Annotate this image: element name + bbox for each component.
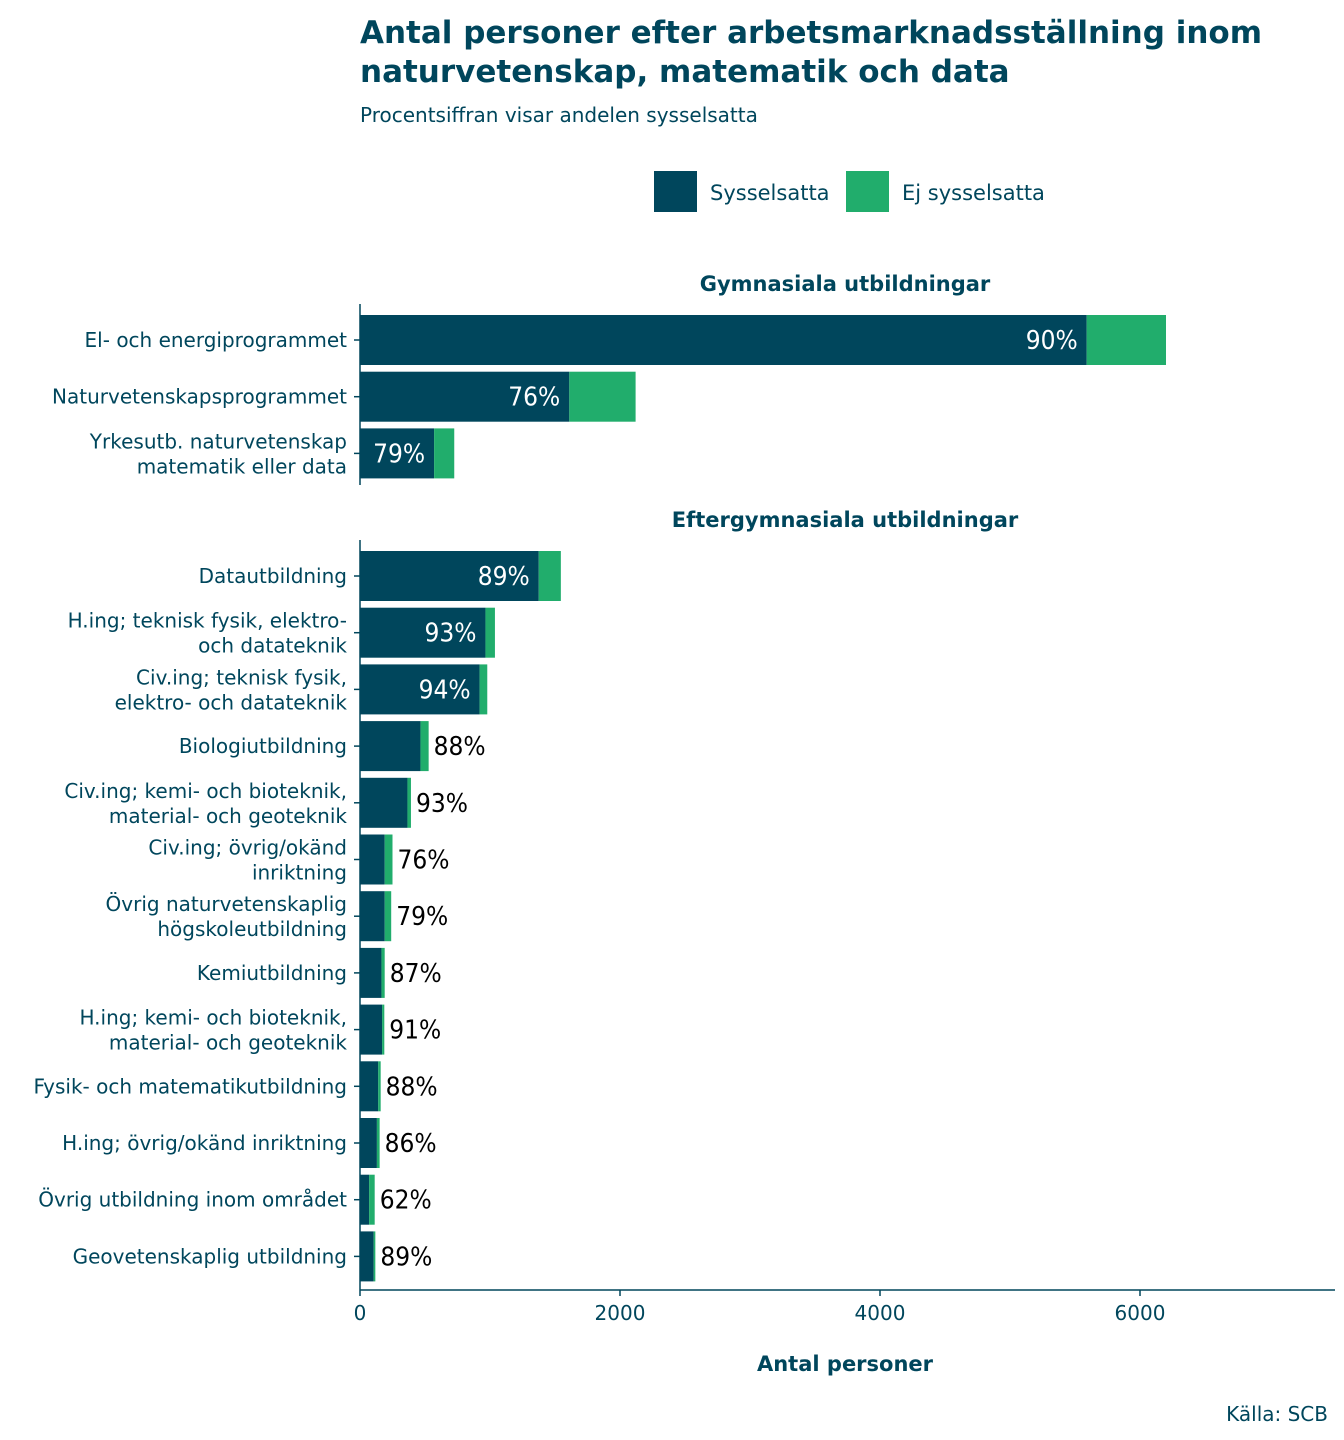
bar-employed: [360, 371, 570, 422]
category-label: Övrig naturvetenskaplig högskoleutbildnin…: [106, 892, 347, 941]
data-label: 86%: [385, 1129, 437, 1159]
bar-not-employed: [373, 1231, 376, 1282]
data-label: 87%: [390, 959, 442, 989]
bar-not-employed: [538, 551, 561, 601]
category-label: Övrig utbildning inom området: [38, 1188, 347, 1212]
bar-employed: [360, 1061, 379, 1112]
category-label: Biologiutbildning: [179, 734, 347, 758]
x-tick-label: 4000: [855, 1301, 906, 1325]
bar-employed: [360, 777, 408, 828]
category-label: Civ.ing; kemi- och bioteknik, material- o…: [64, 779, 347, 828]
x-tick-label: 2000: [595, 1301, 646, 1325]
category-label: Civ.ing; teknisk fysik, elektro- och data…: [115, 665, 348, 714]
category-label: Kemiutbildning: [197, 961, 347, 985]
bar-not-employed: [376, 1118, 380, 1168]
data-label: 79%: [396, 902, 448, 932]
x-tick-label: 0: [354, 1301, 367, 1325]
bar-not-employed: [479, 664, 488, 715]
chart-title-line2: naturvetenskap, matematik och data: [360, 54, 1010, 90]
bar-employed: [360, 1118, 377, 1168]
bar-employed: [360, 551, 539, 601]
category-label: H.ing; teknisk fysik, elektro-och datate…: [68, 609, 348, 658]
category-label: Yrkesutb. naturvetenskap matematik eller …: [89, 429, 347, 478]
bar-not-employed: [407, 777, 411, 828]
legend-swatch-employed: [654, 171, 697, 212]
data-label: 94%: [419, 675, 471, 705]
data-label: 91%: [389, 1016, 441, 1046]
data-label: 93%: [424, 619, 476, 649]
bar-not-employed: [384, 834, 393, 885]
bar-not-employed: [381, 947, 385, 998]
bar-not-employed: [485, 607, 495, 658]
category-label: Naturvetenskapsprogrammet: [52, 385, 347, 409]
data-label: 76%: [508, 383, 560, 413]
bar-not-employed: [434, 428, 455, 479]
chart-subtitle: Procentsiffran visar andelen sysselsatta: [360, 103, 758, 127]
bar-not-employed: [382, 1004, 385, 1055]
bar-not-employed: [420, 721, 429, 772]
category-label: Geovetenskaplig utbildning: [73, 1244, 347, 1268]
panel-title-0: Gymnasiala utbildningar: [700, 272, 991, 296]
plot-area: Gymnasiala utbildningar El- och energipro…: [33, 272, 1335, 1325]
x-axis-title: Antal personer: [757, 1352, 934, 1376]
data-label: 76%: [398, 846, 450, 876]
bar-employed: [360, 607, 486, 658]
bar-employed: [360, 1174, 370, 1225]
legend-label-employed: Sysselsatta: [710, 181, 830, 205]
legend-label-not-employed: Ej sysselsatta: [902, 181, 1045, 205]
category-label: H.ing; övrig/okänd inriktning: [62, 1131, 347, 1155]
bar-employed: [360, 315, 1087, 365]
data-label: 90%: [1026, 326, 1078, 356]
panel-title-1: Eftergymnasiala utbildningar: [672, 508, 1019, 532]
x-tick-label: 6000: [1115, 1301, 1166, 1325]
bar-not-employed: [384, 891, 392, 942]
bar-not-employed: [378, 1061, 381, 1112]
bar-not-employed: [1086, 315, 1166, 365]
legend-swatch-not-employed: [846, 171, 889, 212]
bar-employed: [360, 834, 385, 885]
bar-employed: [360, 1231, 374, 1282]
data-label: 93%: [416, 789, 468, 819]
bar-employed: [360, 721, 421, 772]
data-label: 79%: [373, 439, 425, 469]
bar-employed: [360, 428, 435, 479]
bar-employed: [360, 891, 385, 942]
source-note: Källa: SCB: [1226, 1402, 1328, 1426]
bar-not-employed: [569, 371, 636, 422]
category-label: El- och energiprogrammet: [85, 328, 348, 352]
data-label: 89%: [478, 562, 530, 592]
data-label: 89%: [380, 1242, 432, 1272]
bar-employed: [360, 1004, 383, 1055]
category-label: Datautbildning: [199, 564, 347, 588]
bar-employed: [360, 664, 480, 715]
chart-title-line1: Antal personer efter arbetsmarknadsställ…: [360, 15, 1262, 51]
data-label: 62%: [380, 1186, 432, 1216]
data-label: 88%: [386, 1072, 438, 1102]
bar-employed: [360, 947, 382, 998]
legend: Sysselsatta Ej sysselsatta: [654, 171, 1045, 212]
category-label: H.ing; kemi- och bioteknik, material- och…: [79, 1006, 347, 1055]
data-label: 88%: [434, 732, 486, 762]
bar-not-employed: [369, 1174, 375, 1225]
category-label: Fysik- och matematikutbildning: [33, 1074, 347, 1098]
category-label: Civ.ing; övrig/okänd inriktning: [148, 836, 347, 885]
